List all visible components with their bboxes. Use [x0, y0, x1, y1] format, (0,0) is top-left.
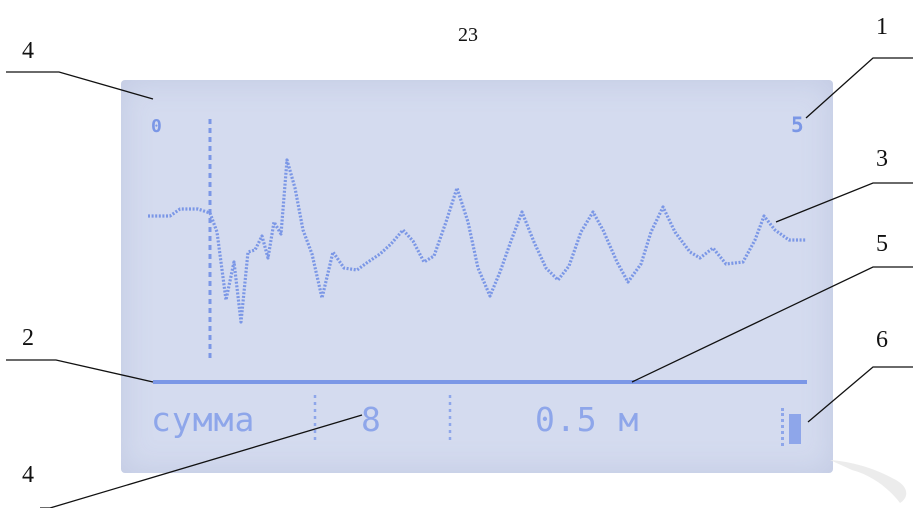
- watermark-bird-logo: [830, 460, 907, 503]
- distance-value: 0.5 м: [535, 400, 640, 439]
- page-number: 23: [458, 24, 478, 46]
- battery-icon: [781, 408, 801, 446]
- callout-label-2: 2: [22, 325, 34, 351]
- callout-label-4-top: 4: [22, 38, 34, 64]
- battery-level: [789, 414, 801, 444]
- mode-label: сумма: [151, 400, 256, 439]
- pulse-count-value: 8: [361, 400, 382, 439]
- callout-leader-lines: [6, 57, 913, 508]
- callout-label-5: 5: [876, 231, 888, 257]
- callout-label-6: 6: [876, 327, 888, 353]
- reflectogram-waveform: [148, 158, 806, 324]
- callout-label-4-bottom: 4: [22, 462, 34, 488]
- scale-right-label: 5: [791, 113, 804, 137]
- callout-label-3: 3: [876, 146, 888, 172]
- lcd-screen: 0 5 сумма 8 0.5 м: [121, 80, 833, 473]
- callout-label-1: 1: [876, 14, 888, 40]
- scale-left-label: 0: [151, 116, 162, 137]
